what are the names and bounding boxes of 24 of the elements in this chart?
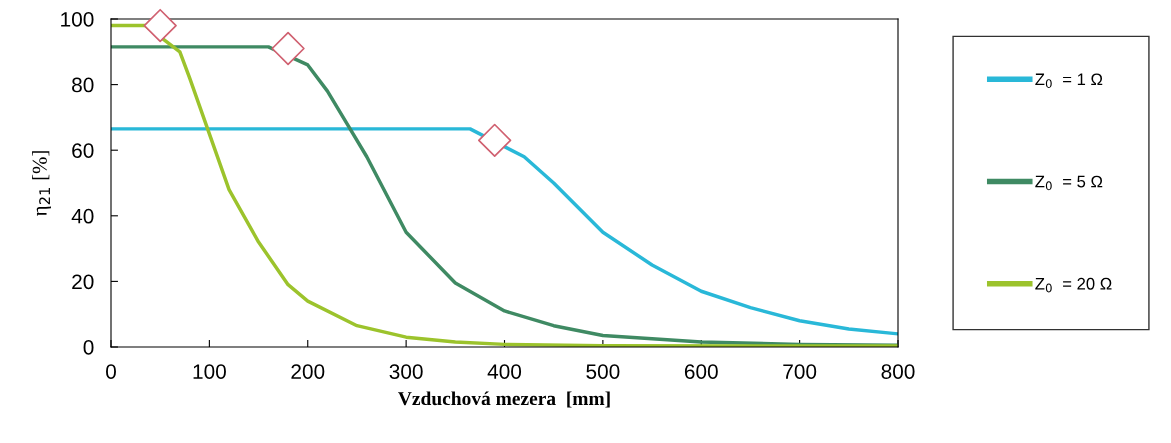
x-tick-label: 0 xyxy=(106,364,116,379)
x-tick-label: 700 xyxy=(783,364,817,379)
x-tick-label: 800 xyxy=(881,364,915,379)
x-tick-label: 500 xyxy=(586,364,620,379)
y-tick-label: 100 xyxy=(61,12,94,27)
point xyxy=(477,123,512,158)
y-axis-title: η$_{21}$ [%] xyxy=(32,151,51,217)
x-tick-label: 200 xyxy=(291,364,325,379)
point xyxy=(271,31,305,66)
y-tick-label: 20 xyxy=(72,274,94,290)
line-series xyxy=(111,127,898,336)
legend-label: Z$_{0}$ = 1 Ω xyxy=(1035,73,1103,88)
x-axis-title: Vzduchová mezera [mm] xyxy=(398,391,610,408)
y-tick-label: 40 xyxy=(71,208,94,224)
point xyxy=(143,8,177,43)
y-tick-label: 80 xyxy=(72,77,94,93)
legend-label: Z$_{0}$ = 20 Ω xyxy=(1035,277,1112,293)
x-tick-label: 300 xyxy=(389,364,423,379)
legend-label: Z$_{0}$ = 5 Ω xyxy=(1035,175,1103,191)
x-tick-label: 600 xyxy=(684,364,718,379)
x-tick-label: 400 xyxy=(487,364,522,379)
y-tick-label: 0 xyxy=(83,340,94,355)
x-tick-label: 100 xyxy=(193,364,226,379)
y-tick-label: 60 xyxy=(72,143,94,158)
